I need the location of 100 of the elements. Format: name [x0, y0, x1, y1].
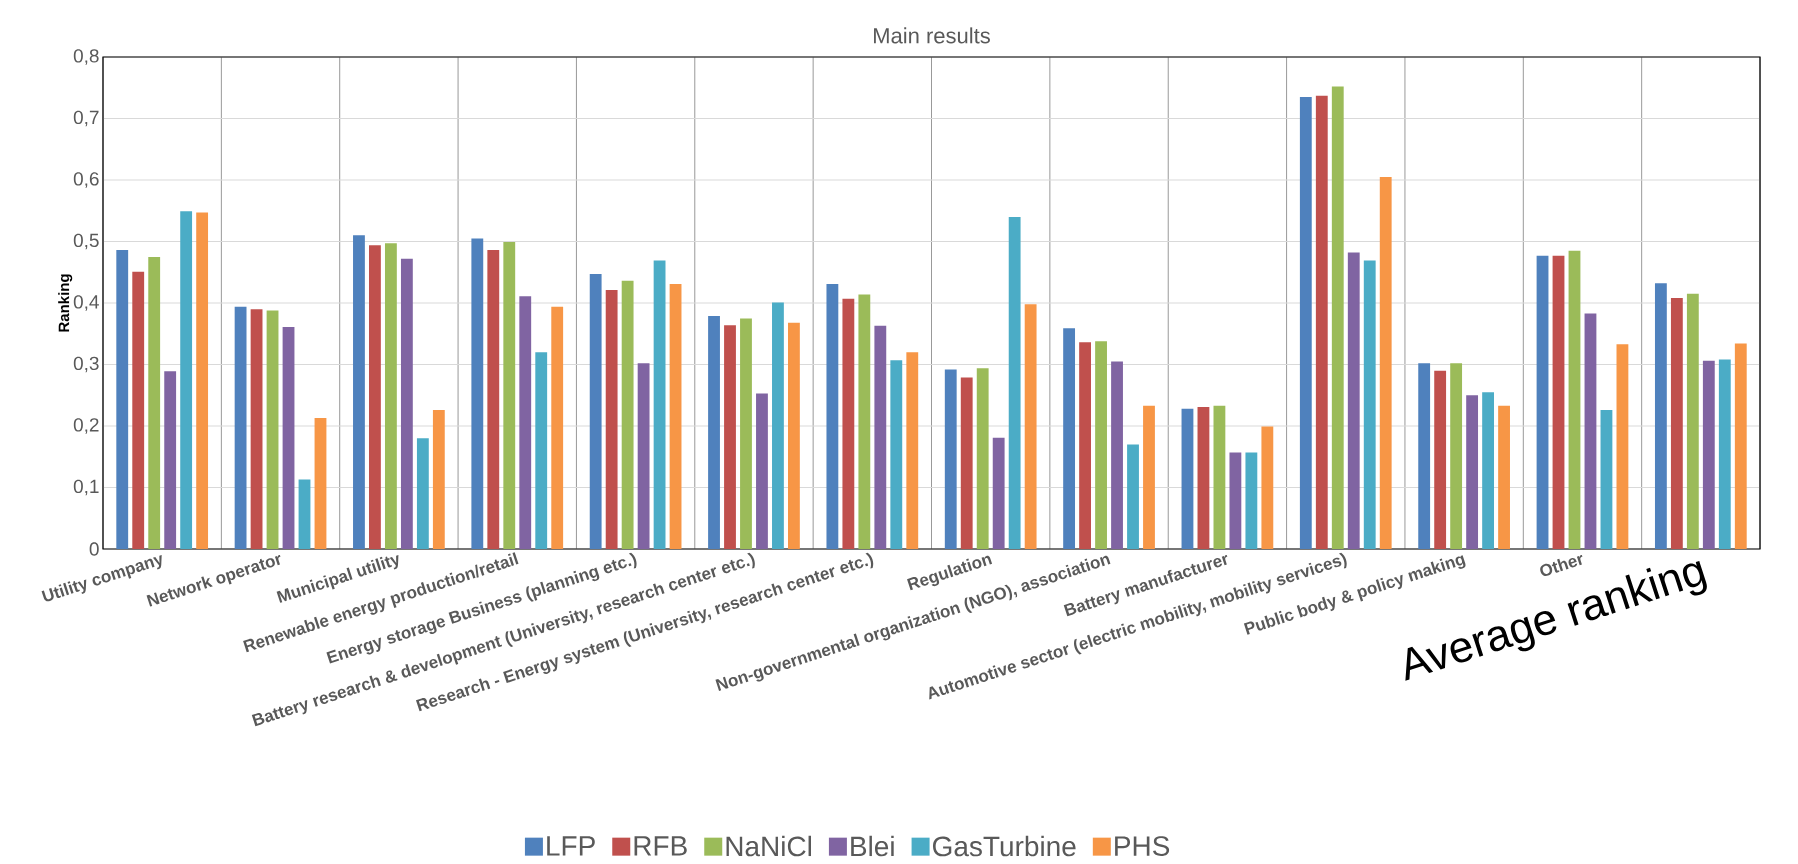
bar [1670, 298, 1683, 549]
bar [1418, 363, 1431, 549]
legend-label: LFP [547, 836, 595, 856]
y-tick-label: 0,2 [73, 418, 99, 434]
bar [637, 363, 650, 549]
bar [724, 325, 736, 549]
bar [1299, 96, 1312, 549]
bar [1536, 255, 1549, 549]
bar [1718, 359, 1731, 549]
bar [826, 283, 839, 549]
bar [1552, 255, 1565, 549]
bar [842, 298, 855, 549]
bar [369, 245, 381, 549]
bar [503, 242, 516, 549]
bar [740, 318, 752, 549]
bar [282, 326, 295, 549]
bar [772, 302, 784, 549]
y-tick-label: 0 [89, 542, 99, 556]
bar [519, 296, 532, 549]
bar [1568, 250, 1581, 549]
bar [605, 290, 618, 549]
bar [1347, 252, 1360, 549]
bar [487, 250, 500, 549]
bar [708, 315, 720, 549]
y-tick-label: 0,6 [73, 172, 99, 188]
bar [621, 280, 634, 549]
bar [1024, 304, 1037, 549]
bar [1127, 444, 1139, 549]
bar [1466, 395, 1479, 549]
bar [976, 368, 989, 549]
bar [874, 325, 887, 549]
bar [756, 393, 768, 549]
legend-label: RFB [634, 836, 687, 856]
bar [1654, 283, 1667, 549]
bar [471, 238, 484, 549]
bar [1111, 361, 1123, 549]
y-tick-label: 0,7 [73, 110, 99, 127]
bar [858, 294, 871, 549]
y-tick-label: 0,8 [73, 49, 99, 65]
bar [132, 271, 145, 549]
bar [432, 410, 445, 549]
bar [234, 306, 247, 549]
bar [250, 309, 263, 549]
bar [535, 352, 548, 549]
bar [669, 283, 682, 549]
bar [1686, 293, 1699, 549]
bar [1197, 406, 1210, 549]
chart-title: Main results [874, 27, 990, 44]
bar [116, 250, 129, 549]
bar [960, 377, 973, 549]
bar [890, 360, 903, 549]
y-tick-label: 0,1 [73, 479, 99, 496]
bar [1600, 410, 1613, 549]
bar [400, 258, 413, 549]
y-tick-label: 0,5 [73, 233, 99, 250]
bar [1434, 370, 1447, 549]
bar [1331, 86, 1344, 549]
bar [788, 322, 800, 549]
bar [1095, 341, 1107, 549]
bar [353, 235, 365, 549]
bar [1379, 176, 1392, 549]
bar [1498, 405, 1510, 549]
bar [1363, 260, 1376, 549]
bar [1245, 452, 1258, 549]
bar [1181, 408, 1194, 549]
bar [653, 260, 666, 549]
bar [196, 212, 209, 549]
bar [1063, 328, 1076, 549]
bar [180, 211, 193, 549]
legend-label: Blei [851, 835, 894, 857]
legend-label: PHS [1115, 836, 1170, 856]
bar [1482, 392, 1494, 549]
bar [1229, 452, 1242, 549]
bar [992, 437, 1005, 549]
bar [148, 256, 161, 549]
bar [1315, 95, 1328, 549]
bar [1143, 405, 1155, 549]
bar [944, 369, 957, 549]
bar [1079, 342, 1091, 549]
bar [1734, 343, 1747, 549]
bar [1702, 360, 1715, 549]
bar [314, 418, 327, 549]
bar [266, 310, 279, 549]
bar [1616, 344, 1629, 549]
y-tick-label: 0,3 [73, 356, 99, 373]
bar [416, 438, 429, 549]
bar [906, 352, 919, 549]
bar [1213, 405, 1226, 549]
bar [384, 243, 397, 549]
bar [1008, 216, 1021, 549]
bar [1450, 363, 1463, 549]
bar [298, 479, 311, 549]
y-tick-label: 0,4 [73, 295, 99, 311]
bar [551, 306, 564, 549]
bar [164, 371, 177, 549]
legend-label: NaNiCl [726, 835, 812, 857]
bar [589, 274, 602, 549]
legend-label: GasTurbine [932, 835, 1076, 857]
bar [1261, 426, 1274, 549]
bar [1584, 313, 1597, 549]
